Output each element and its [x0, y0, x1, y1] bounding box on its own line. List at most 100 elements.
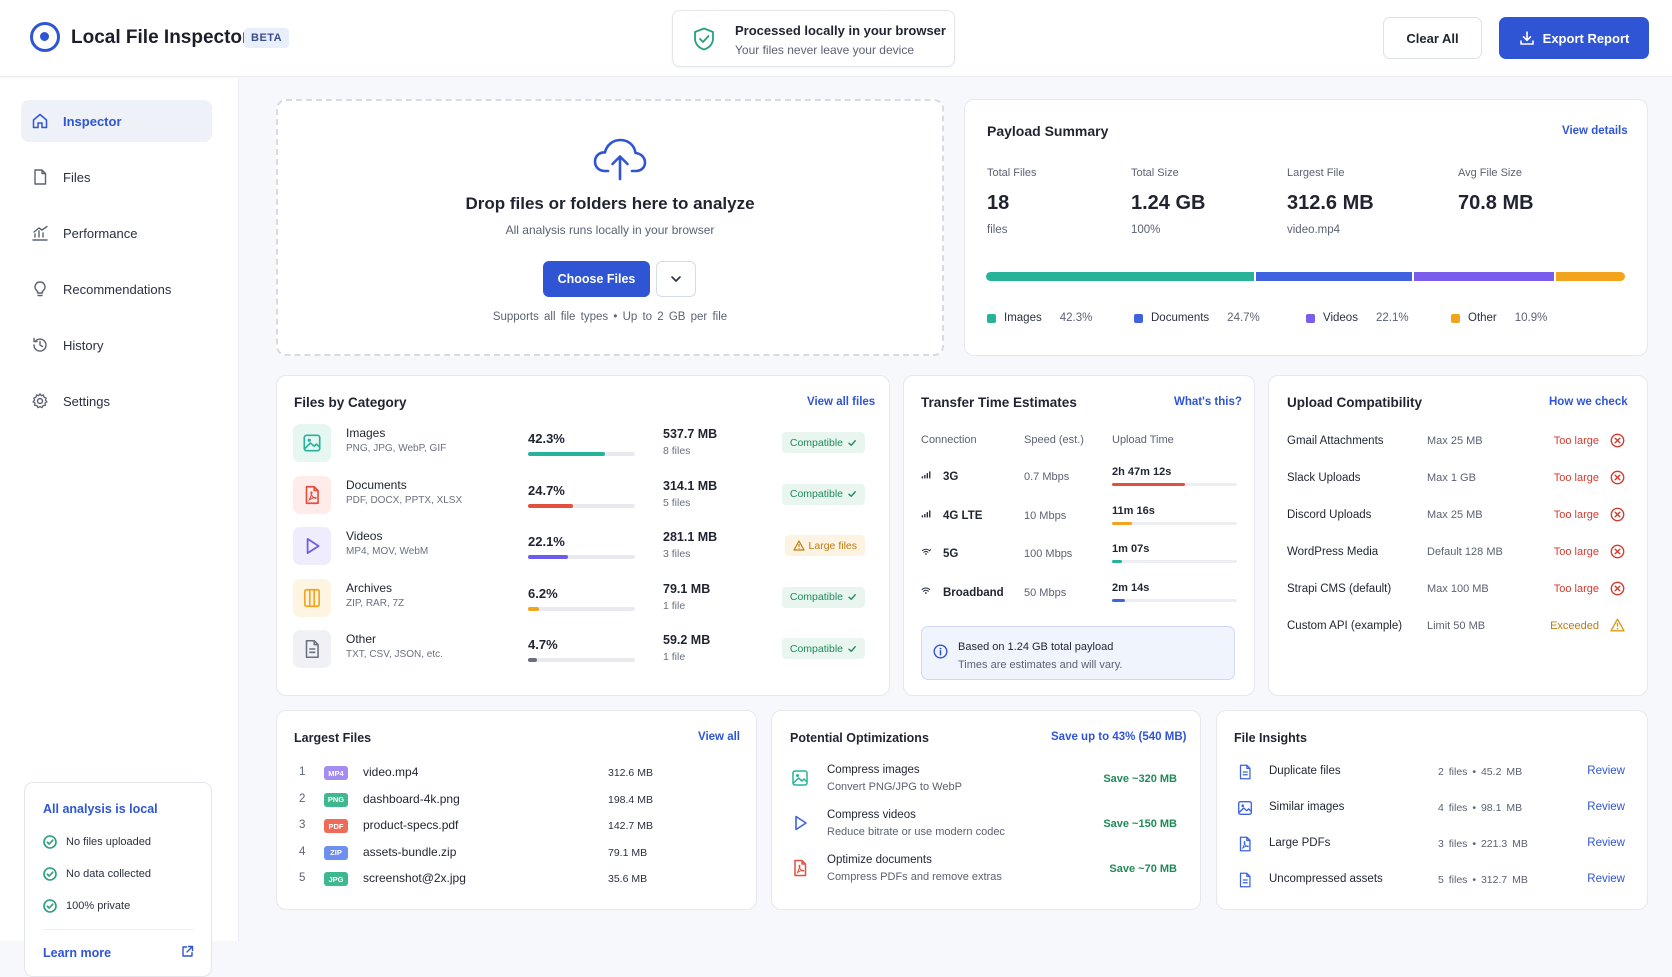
insight-row: Uncompressed assets 5 files • 312.7 MB Rev…: [1236, 870, 1625, 890]
clear-all-button[interactable]: Clear All: [1383, 17, 1482, 59]
review-link[interactable]: Review: [1587, 765, 1625, 777]
privacy-subtitle: Your files never leave your device: [735, 43, 914, 57]
save-up-to-link[interactable]: Save up to 43% (540 MB): [1051, 731, 1187, 743]
sidebar-item-recommendations[interactable]: Recommendations: [21, 268, 212, 310]
insight-row: Duplicate files 2 files • 45.2 MB Review: [1236, 762, 1625, 782]
category-icon: [293, 578, 331, 617]
file-type-tag: PDF: [324, 819, 348, 833]
category-name: Archives: [346, 580, 393, 595]
cloud-upload-icon: [593, 138, 647, 181]
check-circle-icon: [43, 899, 57, 913]
category-row[interactable]: Videos MP4, MOV, WebM 22.1% 281.1 MB 3 files…: [293, 525, 865, 569]
category-row[interactable]: Images PNG, JPG, WebP, GIF 42.3% 537.7 MB 8 …: [293, 422, 865, 466]
sidebar-item-performance[interactable]: Performance: [21, 212, 212, 254]
x-circle-icon: [1610, 581, 1625, 596]
category-size: 79.1 MB: [663, 581, 711, 596]
sidebar-item-inspector[interactable]: Inspector: [21, 100, 212, 142]
compat-status: Too large: [1553, 583, 1599, 595]
largest-files-card: [276, 710, 757, 910]
connection-speed: 0.7 Mbps: [1024, 471, 1070, 483]
dropzone-subtitle: All analysis runs locally in your browse…: [505, 223, 715, 237]
document-icon: [305, 639, 319, 659]
compatibility-row: WordPress Media Default 128 MB Too large: [1287, 544, 1625, 564]
rank-number: 5: [299, 872, 306, 884]
export-report-button[interactable]: Export Report: [1499, 17, 1649, 59]
view-all-files-link[interactable]: View all files: [807, 396, 876, 408]
connection-speed: 100 Mbps: [1024, 548, 1073, 560]
file-dropzone[interactable]: Drop files or folders here to analyze Al…: [276, 99, 944, 356]
category-row[interactable]: Documents PDF, DOCX, PPTX, XLSX 24.7% 314.1…: [293, 474, 865, 518]
image-icon: [1238, 801, 1252, 815]
view-details-link[interactable]: View details: [1562, 125, 1628, 137]
file-icon: [34, 169, 47, 185]
review-link[interactable]: Review: [1587, 801, 1625, 813]
insight-name: Uncompressed assets: [1269, 873, 1383, 885]
choose-files-button[interactable]: Choose Files: [543, 261, 650, 297]
category-bar-fill: [528, 658, 537, 662]
rank-number: 4: [299, 845, 306, 858]
optimization-row[interactable]: Compress videos Reduce bitrate or use mod…: [790, 809, 1177, 843]
sidebar-item-label: History: [63, 337, 104, 353]
insight-size: 45.2 MB: [1480, 766, 1523, 778]
service-name: Discord Uploads: [1287, 509, 1372, 521]
size-breakdown-bar: [986, 272, 1625, 281]
payload-summary-card: [964, 99, 1648, 356]
largest-file-row[interactable]: 1 MP4 video.mp4 312.6 MB: [293, 763, 653, 783]
view-all-link[interactable]: View all: [698, 731, 740, 743]
compat-status: Too large: [1553, 472, 1599, 484]
warning-icon: [1610, 618, 1625, 632]
legend-item: Images 42.3%: [987, 312, 1092, 324]
transfer-time-title: Transfer Time Estimates: [921, 395, 1077, 410]
largest-file-row[interactable]: 3 PDF product-specs.pdf 142.7 MB: [293, 816, 653, 836]
category-bar-fill: [528, 452, 606, 456]
category-count: 3 files: [663, 548, 691, 560]
gear-icon: [32, 393, 48, 409]
beta-badge: BETA: [244, 28, 290, 48]
sidebar-item-settings[interactable]: Settings: [21, 380, 212, 422]
chevron-down-icon: [671, 276, 681, 282]
optimization-title: Optimize documents: [827, 854, 932, 866]
status-badge: Compatible: [781, 432, 865, 453]
play-icon: [795, 815, 807, 831]
compatibility-row: Strapi CMS (default) Max 100 MB Too large: [1287, 581, 1625, 601]
external-link-icon[interactable]: [181, 945, 194, 958]
document-icon: [1239, 764, 1251, 780]
stat-label: Total Files: [987, 167, 1037, 179]
review-link[interactable]: Review: [1587, 837, 1625, 849]
largest-file-row[interactable]: 2 PNG dashboard-4k.png 198.4 MB: [293, 790, 653, 810]
optimization-desc: Compress PDFs and remove extras: [827, 871, 1002, 883]
upload-time-bar: [1112, 483, 1237, 486]
connection-label: 3G: [943, 471, 959, 483]
transfer-row: 3G 0.7 Mbps 2h 47m 12s: [921, 466, 1237, 490]
choose-files-dropdown[interactable]: [656, 261, 696, 297]
stat-label: Total Size: [1131, 167, 1179, 179]
optimization-row[interactable]: Optimize documents Compress PDFs and remo…: [790, 854, 1177, 888]
category-size: 314.1 MB: [663, 478, 718, 493]
sidebar: Inspector Files Performance Recommendati…: [0, 78, 239, 977]
sidebar-item-files[interactable]: Files: [21, 156, 212, 198]
connection-label: 5G: [943, 548, 959, 560]
category-count: 1 file: [663, 651, 686, 663]
category-icon: [293, 527, 331, 565]
category-row[interactable]: Other TXT, CSV, JSON, etc. 4.7% 59.2 MB 1 fi…: [293, 628, 865, 672]
optimization-row[interactable]: Compress images Convert PNG/JPG to WebP Sa…: [790, 764, 1177, 798]
category-row[interactable]: Archives ZIP, RAR, 7Z 6.2% 79.1 MB 1 file Com…: [293, 577, 865, 621]
connection-label: 4G LTE: [943, 509, 983, 522]
largest-file-row[interactable]: 5 JPG screenshot@2x.jpg 35.6 MB: [293, 869, 653, 889]
check-circle-icon: [43, 835, 57, 849]
largest-file-row[interactable]: 4 ZIP assets-bundle.zip 79.1 MB: [293, 843, 653, 863]
learn-more-link[interactable]: Learn more: [43, 946, 112, 960]
local-box-item: 100% private: [43, 899, 130, 913]
privacy-title: Processed locally in your browser: [735, 23, 946, 38]
review-link[interactable]: Review: [1587, 873, 1625, 885]
sidebar-item-history[interactable]: History: [21, 324, 212, 366]
category-bar-fill: [528, 555, 569, 559]
status-badge: Compatible: [781, 586, 865, 608]
how-we-check-link[interactable]: How we check: [1549, 396, 1628, 408]
breakdown-segment: [1255, 272, 1413, 281]
category-name: Images: [346, 426, 386, 440]
pdf-icon: [1239, 836, 1251, 852]
insight-separator: •: [1472, 838, 1477, 850]
upload-time-bar-fill: [1112, 483, 1185, 486]
whats-this-link[interactable]: What's this?: [1174, 396, 1242, 408]
